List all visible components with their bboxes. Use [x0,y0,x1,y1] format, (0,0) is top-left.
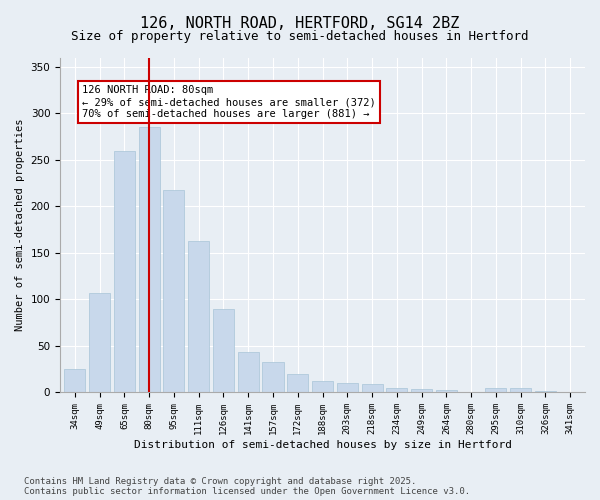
Text: 126, NORTH ROAD, HERTFORD, SG14 2BZ: 126, NORTH ROAD, HERTFORD, SG14 2BZ [140,16,460,31]
Bar [139,128,160,392]
Bar [535,390,556,392]
Bar [213,308,234,392]
Bar [337,383,358,392]
Text: Size of property relative to semi-detached houses in Hertford: Size of property relative to semi-detach… [71,30,529,43]
Bar [89,293,110,392]
Bar [510,388,531,392]
Bar [163,190,184,392]
Text: 126 NORTH ROAD: 80sqm
← 29% of semi-detached houses are smaller (372)
70% of sem: 126 NORTH ROAD: 80sqm ← 29% of semi-deta… [82,86,376,118]
Bar [262,362,284,392]
Bar [362,384,383,392]
Bar [436,390,457,392]
Text: Contains HM Land Registry data © Crown copyright and database right 2025.
Contai: Contains HM Land Registry data © Crown c… [24,476,470,496]
Bar [287,374,308,392]
X-axis label: Distribution of semi-detached houses by size in Hertford: Distribution of semi-detached houses by … [134,440,512,450]
Bar [312,382,333,392]
Bar [114,150,135,392]
Bar [411,389,432,392]
Y-axis label: Number of semi-detached properties: Number of semi-detached properties [15,118,25,331]
Bar [188,241,209,392]
Bar [238,352,259,393]
Bar [485,388,506,392]
Bar [64,369,85,392]
Bar [386,388,407,392]
